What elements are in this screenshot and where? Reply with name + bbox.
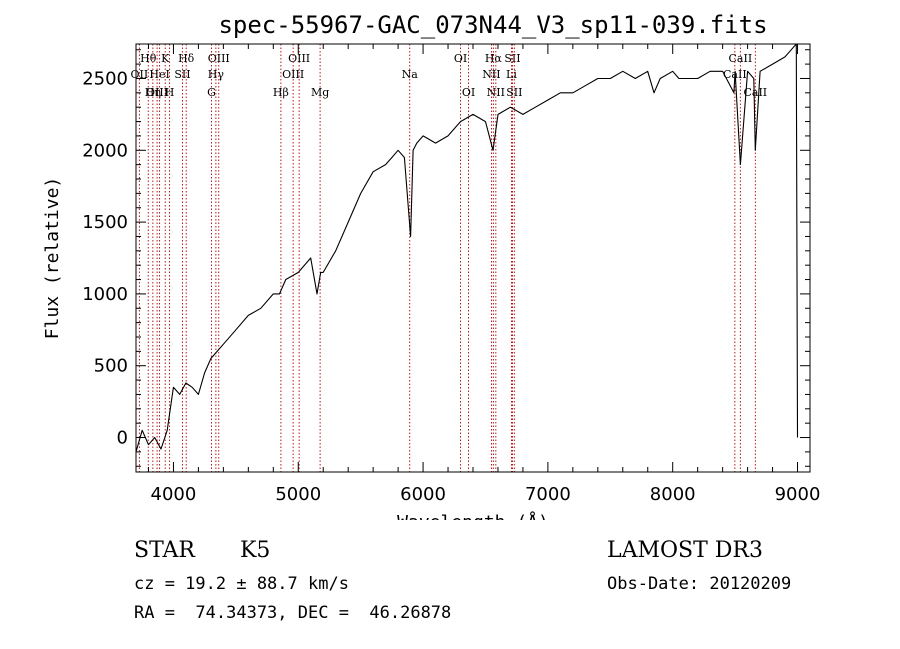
spectral-line-label: Hα xyxy=(485,52,503,65)
spectral-line-label: Na xyxy=(402,68,419,81)
spectral-line-label: G xyxy=(207,86,216,99)
y-tick-label: 2500 xyxy=(82,68,128,89)
spectral-line-label: Hβ xyxy=(273,86,289,99)
x-tick-label: 9000 xyxy=(775,484,821,505)
spectral-line-label: NII xyxy=(482,68,500,81)
spectral-line-label: OIII xyxy=(282,68,304,81)
observation-date: Obs-Date: 20120209 xyxy=(607,574,792,594)
spectral-line-label: Mg xyxy=(311,86,329,99)
spectral-line-label: SII xyxy=(506,86,522,99)
x-tick-label: 5000 xyxy=(275,484,321,505)
spectral-line-label: OIII xyxy=(208,52,230,65)
spectral-line-label: K xyxy=(161,52,170,65)
y-tick-label: 0 xyxy=(117,428,128,449)
spectral-line-label: OI xyxy=(454,52,467,65)
y-tick-label: 1500 xyxy=(82,212,128,233)
spectral-line-label: CaII xyxy=(743,86,767,99)
sky-coordinates: RA = 74.34373, DEC = 46.26878 xyxy=(134,603,452,623)
spectral-line-label: NII xyxy=(487,86,505,99)
spectral-line-label: SII xyxy=(504,52,520,65)
x-tick-label: 4000 xyxy=(151,484,197,505)
spectral-line-label: CaII xyxy=(729,52,753,65)
flux-series-line xyxy=(135,43,799,453)
spectral-line-label: SII xyxy=(174,68,190,81)
spectrum-chart: spec-55967-GAC_073N44_V3_sp11-039.fits Hθ… xyxy=(42,11,821,520)
spectral-line-label: OIII xyxy=(288,52,310,65)
spectral-line-label: HeI xyxy=(149,68,169,81)
y-tick-label: 1000 xyxy=(82,284,128,305)
spectral-line-label: Hδ xyxy=(178,52,195,65)
object-subclass: K5 xyxy=(240,538,271,563)
x-tick-label: 8000 xyxy=(650,484,696,505)
y-axis-label: Flux (relative) xyxy=(42,177,63,340)
spectral-line-label: OII xyxy=(131,68,149,81)
spectral-line-label: Hη xyxy=(145,86,161,99)
plot-frame xyxy=(135,43,811,473)
x-tick-label: 6000 xyxy=(400,484,446,505)
y-tick-label: 2000 xyxy=(82,140,128,161)
spectral-line-label: OIII xyxy=(146,86,168,99)
chart-title: spec-55967-GAC_073N44_V3_sp11-039.fits xyxy=(218,11,767,39)
x-axis-label: Wavelength (Å) xyxy=(397,511,549,520)
y-tick-label: 500 xyxy=(94,356,128,377)
x-tick-label: 7000 xyxy=(525,484,571,505)
spectral-line-label: Hθ xyxy=(140,52,157,65)
redshift-velocity: cz = 19.2 ± 88.7 km/s xyxy=(134,574,349,594)
object-class: STAR xyxy=(134,538,195,563)
spectral-line-label: H xyxy=(165,86,175,99)
survey-name: LAMOST DR3 xyxy=(607,538,763,563)
spectral-line-label: Hγ xyxy=(208,68,225,81)
spectral-line-label: OI xyxy=(462,86,475,99)
spectral-line-label: Li xyxy=(506,68,517,81)
